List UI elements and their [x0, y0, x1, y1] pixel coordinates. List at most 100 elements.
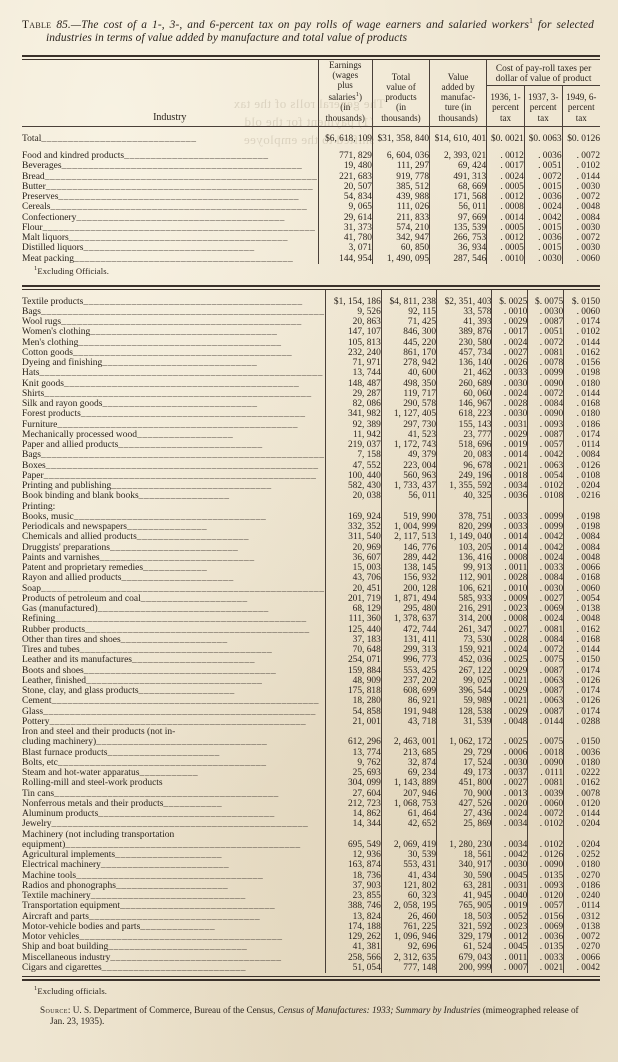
total-value-line-3: products — [385, 92, 417, 103]
cell-earnings: 695, 549 — [324, 839, 382, 851]
cell-value-added: 136, 140 — [435, 358, 492, 369]
leader-dots: ________________________________ — [83, 243, 255, 254]
table-row: Men's clothing__________________________… — [22, 337, 600, 348]
row-label-text: Boxes — [22, 460, 46, 471]
cell-tax-1937: . 0144 — [527, 716, 564, 728]
table-row: Nonferrous metals and their products____… — [22, 798, 600, 810]
cell-tax-1937: . 0033 — [527, 952, 564, 963]
cell-value-added: 491, 313 — [429, 171, 487, 182]
cell-tax-1936: . 0036 — [491, 491, 528, 502]
cell-earnings: 100, 440 — [324, 470, 382, 482]
cell-tax-1937 — [527, 829, 564, 840]
cell-total-value: 553, 431 — [380, 860, 437, 871]
value-added-line-5: thousands) — [438, 112, 478, 123]
row-label: Bread___________________________________… — [22, 172, 318, 182]
cell-tax-1949: . 0126 — [563, 696, 600, 707]
cell-value-added: 1, 062, 172 — [435, 737, 492, 748]
row-label: Beverages_______________________________… — [22, 161, 318, 171]
cell-tax-1936: . 0009 — [491, 593, 528, 605]
cell-total-value: 49, 379 — [380, 450, 437, 461]
leader-dots: ______________ — [140, 921, 216, 932]
cell-tax-1936: . 0020 — [491, 798, 528, 810]
cell-tax-1937: . 0063 — [527, 460, 564, 471]
cell-tax-1936: . 0014 — [491, 532, 528, 543]
cell-total-value: 777, 148 — [380, 962, 437, 974]
cell-tax-1937: . 0084 — [527, 634, 564, 646]
cell-earnings — [324, 829, 382, 840]
row-label-text: Leather and its manufactures — [22, 655, 132, 666]
row-label-text: Confectionery — [22, 212, 77, 223]
cell-tax-1937: . 0015 — [523, 243, 563, 254]
cell-earnings: 612, 296 — [324, 737, 382, 748]
table-body-total: Total_____________________________ $6, 6… — [22, 126, 600, 152]
cell-tax-1937: $0. 0063 — [523, 133, 563, 145]
tax-cost-table-continued: Textile products________________________… — [22, 289, 600, 974]
cell-total-value: 56, 011 — [380, 491, 437, 502]
col-header-value-added: Value added by manufac- ture (in thousan… — [429, 59, 487, 123]
mid-rule-outer — [22, 284, 600, 287]
cell-tax-1949: . 0180 — [563, 860, 600, 871]
cell-total-value: 60, 323 — [380, 891, 437, 902]
cell-value-added: 30, 590 — [435, 870, 492, 881]
row-label-text: Refining — [22, 614, 56, 625]
cell-earnings: 11, 942 — [324, 429, 382, 441]
cell-value-added: 457, 734 — [435, 347, 492, 359]
leader-dots: ____________ — [143, 563, 208, 574]
cell-tax-1937: . 0024 — [527, 552, 564, 564]
cell-value-added: 200, 999 — [435, 962, 492, 974]
row-label-text: Women's clothing — [22, 327, 91, 338]
row-label-text: Wool rugs — [22, 317, 62, 328]
cell-tax-1937 — [527, 727, 564, 738]
cell-tax-1936: . 0037 — [491, 768, 528, 779]
cell-tax-1936 — [491, 727, 528, 738]
cell-earnings: 9, 526 — [324, 306, 382, 318]
cell-tax-1949: . 0084 — [561, 212, 600, 223]
cell-tax-1937: . 0015 — [523, 222, 563, 234]
cell-value-added: 33, 578 — [435, 306, 492, 318]
cell-tax-1937: . 0090 — [527, 757, 564, 769]
table-row: Forest products_________________________… — [22, 409, 600, 420]
cell-total-value: 1, 490, 095 — [371, 253, 430, 264]
cell-earnings: 20, 969 — [324, 542, 382, 553]
cell-tax-1949: . 0078 — [563, 788, 600, 799]
cell-tax-1936: . 0034 — [491, 819, 528, 830]
leader-dots: ________________________ — [100, 860, 230, 871]
leader-dots: ____________________ — [140, 593, 248, 604]
cell-tax-1949: . 0252 — [563, 850, 600, 861]
row-label: Transportation equipment________________… — [22, 901, 325, 911]
cell-total-value: 86, 921 — [380, 696, 437, 707]
cell-tax-1949: . 0270 — [563, 870, 600, 881]
leader-dots: ______________________________________ — [79, 932, 283, 943]
row-label-text: equipment) — [22, 839, 66, 850]
cell-total-value: 1, 004, 999 — [380, 522, 437, 533]
row-label-text: Rayon and allied products — [22, 573, 122, 584]
cell-tax-1949: . 0108 — [563, 470, 600, 482]
table-row: Bread___________________________________… — [22, 171, 600, 182]
leader-dots: ______________________________________ — [78, 337, 282, 348]
row-label: Bags____________________________________… — [22, 450, 325, 460]
cell-tax-1936 — [491, 829, 528, 840]
table-row: Transportation equipment________________… — [22, 901, 600, 912]
cell-tax-1949: $. 0150 — [563, 296, 600, 307]
row-label: Women's clothing________________________… — [22, 327, 325, 337]
row-label-text: Rolling-mill and steel-work products — [22, 778, 163, 789]
cell-tax-1937: . 0090 — [527, 860, 564, 871]
table-row: Books, music____________________________… — [22, 511, 600, 523]
leader-dots: ________________________________________… — [44, 171, 318, 182]
row-label-text: Steam and hot-water apparatus — [22, 768, 140, 779]
cell-tax-1936: . 0024 — [491, 645, 528, 656]
cell-tax-1937: . 0093 — [527, 419, 564, 430]
cell-total-value: 919, 778 — [371, 171, 430, 182]
row-label: Boots and shoes_________________________… — [22, 666, 325, 676]
cell-value-added: 97, 669 — [429, 212, 487, 223]
cell-value-added: 171, 568 — [429, 192, 487, 203]
cell-tax-1949: . 0144 — [563, 645, 600, 656]
cell-total-value: $31, 358, 840 — [371, 133, 430, 145]
leader-dots: _____________________________ — [41, 133, 197, 144]
cell-tax-1937: . 0087 — [527, 317, 564, 328]
value-added-line-2: added by — [441, 82, 475, 93]
cell-tax-1936: . 0018 — [491, 470, 528, 482]
cell-tax-1937: . 0135 — [527, 942, 564, 953]
cell-tax-1936: . 0029 — [491, 706, 528, 717]
cell-earnings: 258, 566 — [324, 952, 382, 963]
